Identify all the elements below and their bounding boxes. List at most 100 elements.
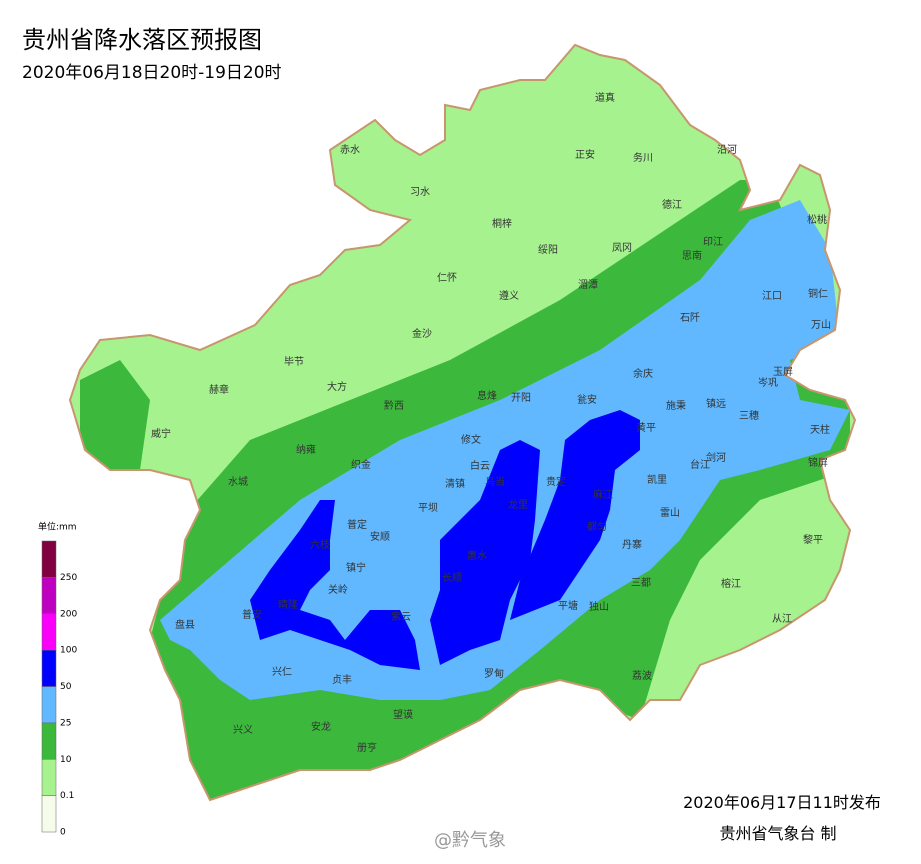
legend-tick-label: 50 [60,682,72,692]
agency: 贵州省气象台 制 [719,824,836,843]
legend-unit: 单位:mm [38,521,77,533]
place-label: 正安 [575,148,595,161]
place-label: 安顺 [370,530,390,543]
place-label: 凤冈 [612,242,632,254]
place-label: 万山 [811,319,831,331]
place-label: 天柱 [810,423,830,436]
place-label: 水城 [228,476,248,488]
place-label: 雷山 [660,507,680,519]
place-label: 镇远 [706,397,726,410]
place-label: 余庆 [633,367,653,380]
place-label: 望谟 [393,708,413,721]
place-label: 石阡 [680,312,700,324]
place-label: 德江 [662,198,682,211]
place-label: 长顺 [442,572,462,584]
issue-time: 2020年06月17日11时发布 [683,793,881,812]
place-label: 凯里 [647,473,667,486]
place-label: 黄平 [636,421,656,434]
legend-swatch [42,614,56,650]
place-label: 仁怀 [437,272,457,284]
legend-swatch [42,723,56,759]
legend-swatch [42,687,56,723]
legend-tick-label: 0.1 [60,791,74,801]
legend-swatch [42,759,56,795]
place-label: 龙里 [508,498,528,511]
place-label: 罗甸 [484,667,504,680]
place-label: 丹寨 [622,538,642,551]
place-label: 岑巩 [758,377,778,389]
place-label: 独山 [589,600,609,613]
place-label: 瓮安 [577,393,597,406]
place-label: 乌当 [485,475,505,488]
place-label: 剑河 [706,451,726,464]
place-label: 施秉 [666,399,686,412]
place-label: 白云 [470,459,490,472]
place-label: 清镇 [445,477,465,490]
place-label: 织金 [351,458,371,471]
place-label: 修文 [461,433,481,446]
map-page: 贵州省降水落区预报图 2020年06月18日20时-19日20时 单位:mm 2… [0,0,921,864]
place-label: 道真 [595,91,615,104]
legend-tick-label: 250 [60,573,77,583]
place-label: 黎平 [803,533,823,546]
place-label: 大方 [327,380,347,393]
place-label: 黔西 [384,399,404,412]
place-label: 兴仁 [272,666,292,678]
place-label: 盘县 [175,618,195,631]
place-label: 沿河 [717,144,737,156]
place-label: 平塘 [558,599,578,612]
place-label: 平坝 [418,502,438,514]
legend-tick-label: 25 [60,718,71,728]
legend: 0 0.1 10 25 50 100 200 250 [42,541,77,838]
legend-swatch [42,541,56,577]
place-label: 麻江 [593,488,613,501]
place-label: 从江 [772,613,792,625]
place-label: 紫云 [391,611,411,623]
place-label: 纳雍 [296,443,316,456]
legend-swatch [42,577,56,613]
legend-tick-label: 0 [60,828,66,838]
place-label: 赫章 [209,383,229,396]
place-label: 贞丰 [332,673,352,686]
place-label: 金沙 [412,327,432,340]
place-label: 铜仁 [808,288,828,300]
place-label: 务川 [633,151,653,164]
place-label: 荔波 [632,669,652,682]
place-label: 都匀 [587,521,607,533]
place-label: 锦屏 [808,456,828,469]
place-label: 普定 [347,518,367,531]
place-label: 毕节 [284,355,304,368]
place-label: 关岭 [328,583,348,596]
place-label: 惠水 [467,549,487,562]
place-label: 遵义 [499,289,519,302]
place-label: 玉屏 [773,366,793,378]
place-label: 威宁 [151,427,171,440]
place-label: 赤水 [340,144,360,156]
place-label: 桐梓 [492,217,512,230]
place-label: 普安 [242,608,262,621]
legend-swatch [42,650,56,686]
watermark: @黔气象 [434,830,506,851]
place-label: 安龙 [311,720,331,733]
place-label: 册亨 [357,741,377,754]
place-label: 晴隆 [278,598,298,611]
place-label: 江口 [762,290,782,302]
legend-swatch [42,796,56,832]
place-label: 印江 [703,236,723,248]
legend-tick-label: 10 [60,755,72,765]
map-subtitle: 2020年06月18日20时-19日20时 [22,63,282,83]
place-label: 习水 [410,186,430,198]
place-label: 镇宁 [346,561,366,574]
place-label: 榕江 [721,577,741,590]
place-label: 兴义 [233,724,253,736]
place-label: 松桃 [807,213,827,226]
rain-zones [0,0,921,864]
place-label: 三穗 [739,409,759,422]
place-label: 六枝 [310,538,330,551]
place-label: 开阳 [511,392,531,404]
map-title: 贵州省降水落区预报图 [22,26,262,54]
place-label: 湄潭 [578,279,598,291]
legend-tick-label: 100 [60,646,77,656]
legend-tick-label: 200 [60,609,77,619]
place-label: 三都 [631,577,651,589]
